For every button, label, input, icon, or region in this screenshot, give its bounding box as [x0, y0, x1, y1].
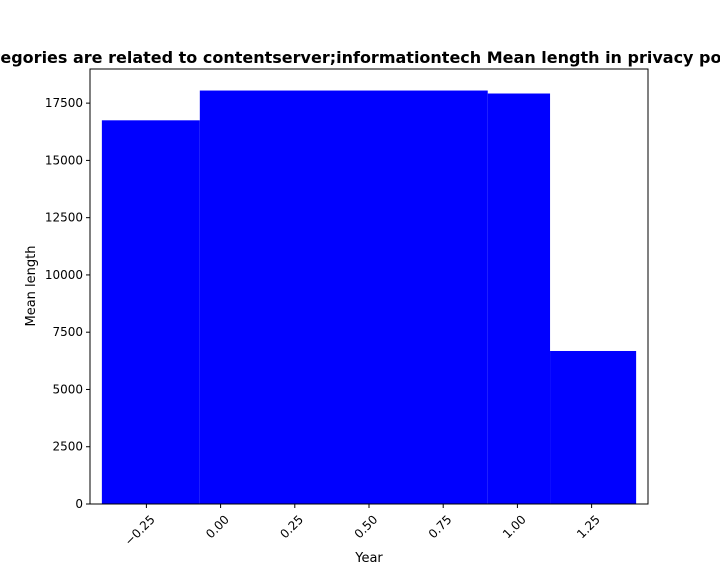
bar-3 [487, 93, 551, 505]
x-tick-label: 0.75 [426, 512, 455, 541]
y-tick-label: 10000 [45, 268, 83, 282]
bar-4 [550, 350, 637, 504]
bars-group [101, 90, 637, 505]
chart-title: Categories are related to contentserver;… [0, 48, 720, 67]
y-axis-ticks: 0 2500 5000 7500 10000 12500 15000 17500 [45, 96, 90, 511]
x-axis-ticks: −0.25 0.00 0.25 0.50 0.75 1.00 1.25 [122, 504, 603, 548]
bar-2 [199, 90, 488, 505]
y-tick-label: 0 [75, 497, 83, 511]
x-tick-label: 1.25 [574, 512, 603, 541]
y-tick-label: 12500 [45, 211, 83, 225]
bar-1 [101, 120, 200, 504]
y-tick-label: 15000 [45, 153, 83, 167]
x-tick-label: 0.50 [352, 512, 381, 541]
x-axis-label: Year [354, 551, 383, 566]
y-tick-label: 2500 [52, 440, 83, 454]
y-tick-label: 5000 [52, 382, 83, 396]
y-axis-label: Mean length [24, 246, 39, 327]
x-tick-label: 0.25 [277, 512, 306, 541]
x-tick-label: 1.00 [500, 512, 529, 541]
x-tick-label: −0.25 [122, 512, 158, 548]
y-tick-label: 17500 [45, 96, 83, 110]
x-tick-label: 0.00 [203, 512, 232, 541]
y-tick-label: 7500 [52, 325, 83, 339]
